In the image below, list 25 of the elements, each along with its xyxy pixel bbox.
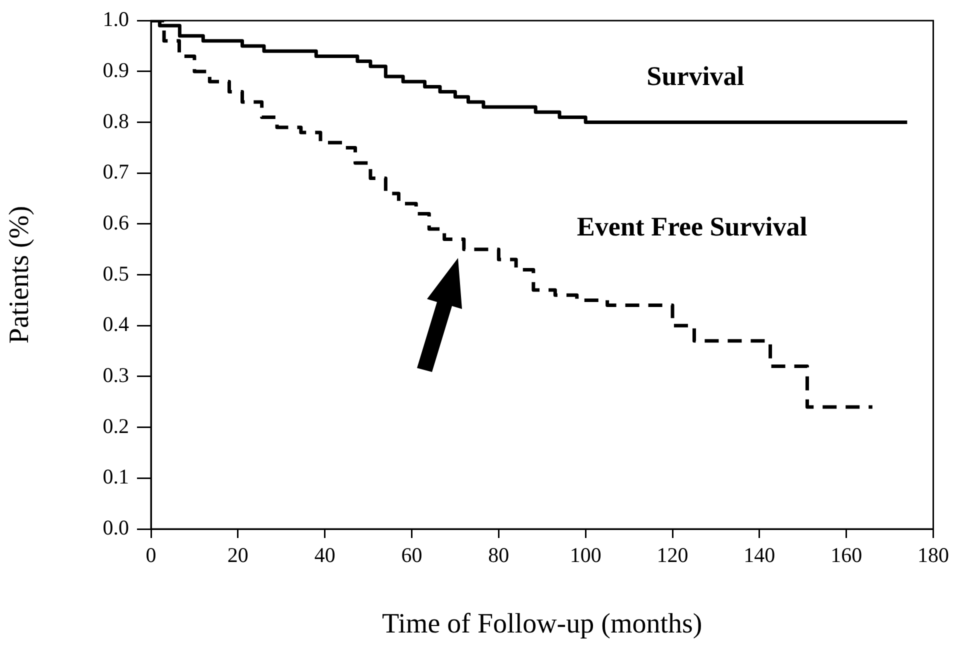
x-tick-label: 60: [401, 543, 422, 568]
y-tick-label: 0.0: [102, 516, 129, 540]
y-tick-label: 0.3: [102, 362, 129, 387]
x-axis-title: Time of Follow-up (months): [382, 608, 702, 640]
y-tick-label: 0.2: [102, 414, 129, 438]
y-axis-title: Patients (%): [4, 206, 36, 344]
x-tick-label: 0: [146, 543, 156, 568]
x-tick-label: 140: [744, 543, 776, 568]
x-tick-label: 100: [570, 543, 602, 568]
x-tick-label: 40: [314, 543, 336, 568]
x-tick-label: 80: [488, 543, 510, 568]
y-tick-label: 0.5: [102, 261, 129, 286]
y-tick-label: 1.0: [102, 7, 129, 32]
y-tick-label: 0.7: [102, 160, 129, 184]
y-tick-label: 0.6: [102, 210, 129, 234]
series-label: Event Free Survival: [576, 212, 808, 242]
y-tick-label: 0.4: [102, 312, 130, 336]
y-tick-label: 0.8: [102, 108, 129, 133]
x-tick-label: 160: [830, 543, 862, 568]
y-tick-label: 0.9: [102, 58, 129, 82]
x-tick-label: 20: [227, 543, 248, 568]
x-tick-label: 180: [918, 543, 949, 568]
series-label: Survival: [646, 61, 745, 92]
x-tick-label: 120: [656, 543, 688, 568]
y-tick-label: 0.1: [102, 464, 129, 489]
